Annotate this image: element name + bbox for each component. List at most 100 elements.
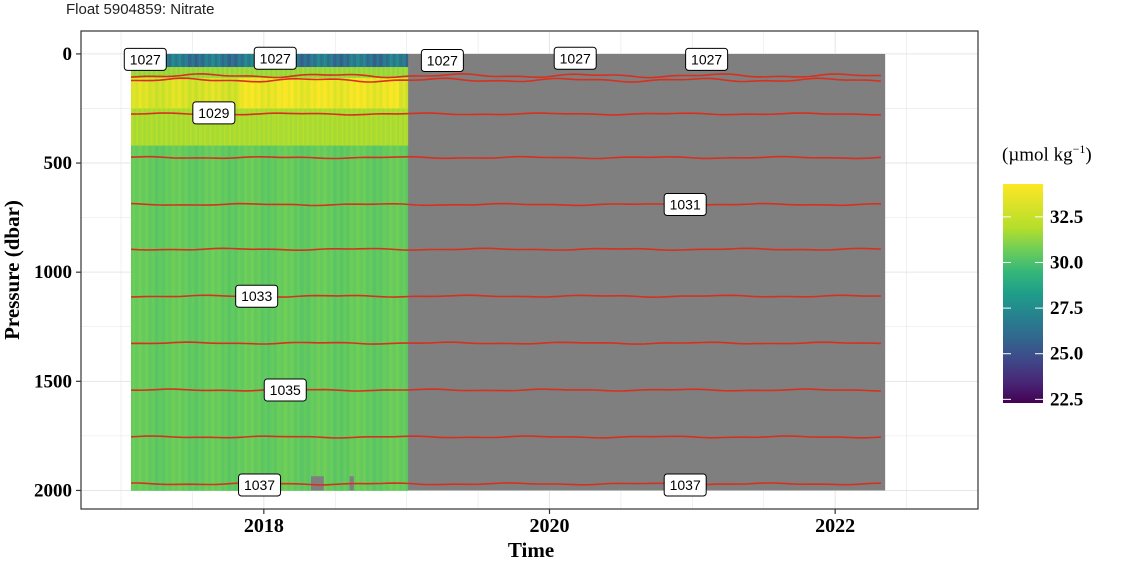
nitrate-cell [291,108,294,146]
nitrate-cell [238,77,241,109]
nitrate-cell [238,145,241,491]
nitrate-cell [180,108,184,146]
nitrate-cell [154,67,157,79]
nitrate-cell [132,67,135,79]
nitrate-cell [214,77,218,109]
nitrate-cell [223,108,227,146]
nitrate-cell [382,108,385,146]
nitrate-cell [355,53,359,68]
nitrate-cell [391,53,394,68]
nitrate-cell [334,77,337,109]
nitrate-cell [393,67,396,79]
nitrate-cell [211,53,214,68]
nitrate-cell [284,108,287,146]
nitrate-cell [213,53,216,68]
nitrate-cell [225,145,228,491]
nitrate-cell [232,108,235,146]
nitrate-cell [266,77,269,109]
plot-border [80,30,979,510]
nitrate-cell [188,145,191,491]
nitrate-cell [264,67,268,79]
nitrate-cell [289,77,293,109]
nitrate-cell [379,145,382,491]
nitrate-cell [173,77,177,109]
nitrate-cell [298,67,302,79]
axes: 0 500 1000 1500 2000 2018 2020 2022 [34,44,855,537]
nitrate-cell [382,145,385,491]
contour-label-box [123,47,167,71]
nitrate-cell [355,77,359,109]
nitrate-cell [230,108,234,146]
nitrate-cell [200,145,203,491]
contour-label-box [235,284,279,308]
nitrate-cell [188,77,191,109]
nitrate-cell [134,145,137,491]
nitrate-cell [202,108,205,146]
nitrate-cell [366,108,369,146]
nitrate-cell [270,77,273,109]
nitrate-cell [277,67,280,79]
nitrate-cell [380,108,384,146]
nitrate-cell [329,145,332,491]
nitrate-cell [254,145,257,491]
nitrate-cell [161,108,164,146]
nitrate-cell [204,77,207,109]
nitrate-cell [398,53,401,68]
nitrate-cell [205,145,209,491]
nitrate-cell [250,77,253,109]
nitrate-cell [207,108,210,146]
nitrate-cell [389,77,393,109]
nitrate-cell [191,108,194,146]
nitrate-cell [204,67,207,79]
nitrate-cell [311,145,314,491]
nitrate-cell [227,145,230,491]
nitrate-cell [282,145,285,491]
nitrate-cell [209,145,212,491]
nitrate-cell [291,77,294,109]
nitrate-cell [163,77,166,109]
nitrate-cell [236,145,239,491]
nitrate-cell [234,77,237,109]
nitrate-cell [157,67,160,79]
nitrate-cell [248,67,252,79]
nitrate-cell [263,145,266,491]
nitrate-cell [357,145,360,491]
nitrate-cell [372,67,375,79]
nitrate-cell [305,108,309,146]
nitrate-cell [230,67,234,79]
nitrate-cell [316,108,319,146]
nitrate-cell [195,77,198,109]
nitrate-cell [193,145,196,491]
nitrate-cell [307,108,310,146]
nitrate-cell [175,108,178,146]
nitrate-cell [313,145,316,491]
nitrate-cell [250,67,253,79]
nitrate-cell [366,67,369,79]
nitrate-cell [350,145,353,491]
nitrate-cell [170,108,173,146]
nitrate-cell [304,67,307,79]
contour-label: 1037 [244,477,275,493]
nitrate-cell [179,53,182,68]
nitrate-cell [209,77,212,109]
nitrate-cell [195,53,198,68]
nitrate-cell [214,108,218,146]
nitrate-cell [159,108,162,146]
nitrate-cell [172,67,175,79]
nitrate-cell [379,77,382,109]
nitrate-cell [150,108,153,146]
nitrate-cell [139,145,143,491]
nitrate-cell [241,145,244,491]
nitrate-cell [348,53,351,68]
nitrate-cell [325,77,328,109]
x-tick-label: 2022 [815,515,855,537]
nitrate-cell [313,67,316,79]
nitrate-cell [225,67,228,79]
nitrate-cell [364,145,368,491]
nitrate-cell [307,77,310,109]
nitrate-cell [280,108,284,146]
nitrate-cell [216,145,219,491]
nitrate-cell [359,67,362,79]
nitrate-cell [372,145,375,491]
nitrate-cell [357,77,360,109]
